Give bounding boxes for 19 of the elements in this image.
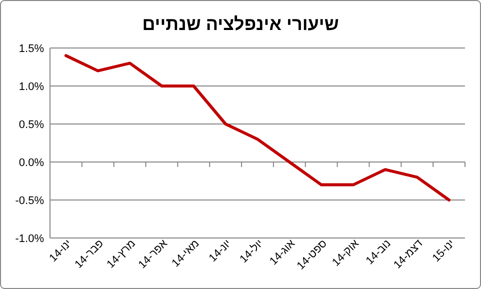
x-tick-label: מאי-14 <box>170 238 202 270</box>
y-tick-label: -0.5% <box>15 195 44 207</box>
x-tick-label: ינו-14 <box>47 238 74 264</box>
x-tick-label: דצמ-14 <box>392 238 426 272</box>
y-tick-label: 1.5% <box>18 43 44 55</box>
x-tick-label: יונ-14 <box>206 238 234 264</box>
y-tick-label: 0.0% <box>18 157 44 169</box>
x-tick-label: נוב-14 <box>364 238 394 268</box>
y-tick-label: -1.0% <box>15 233 44 245</box>
x-tick-label: יול-14 <box>238 238 266 266</box>
y-tick-label: 1.0% <box>18 81 44 93</box>
x-tick-label: אוק-14 <box>330 238 362 269</box>
y-tick-label: 0.5% <box>18 119 44 131</box>
chart-title: שיעורי אינפלציה שנתיים <box>142 14 339 34</box>
x-tick-label: אפר-14 <box>136 238 170 272</box>
x-tick-label: מרץ-14 <box>104 238 138 271</box>
x-tick-label: פבר-14 <box>72 237 106 271</box>
line-series <box>64 54 451 202</box>
x-tick-label: ינו-15 <box>430 238 458 264</box>
